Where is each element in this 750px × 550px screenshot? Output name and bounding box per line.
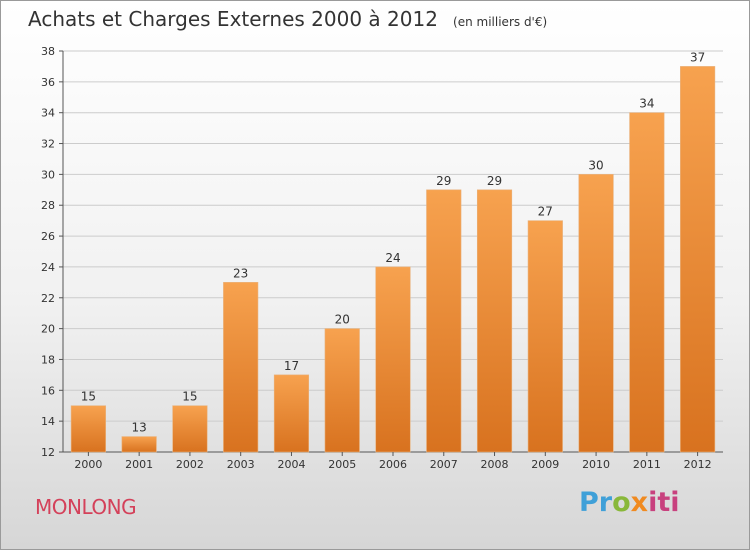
bar-2011 (629, 112, 665, 453)
data-label: 20 (335, 313, 350, 327)
x-tick-label: 2008 (481, 458, 509, 471)
y-tick-label: 30 (41, 168, 55, 181)
chart-title: Achats et Charges Externes 2000 à 2012 (… (28, 7, 547, 31)
y-tick-label: 18 (41, 353, 55, 366)
x-tick-label: 2001 (125, 458, 153, 471)
bar-2003 (223, 282, 259, 453)
y-tick-label: 24 (41, 261, 55, 274)
bar-2006 (375, 266, 411, 453)
x-tick-label: 2002 (176, 458, 204, 471)
x-tick-label: 2006 (379, 458, 407, 471)
data-label: 13 (132, 421, 147, 435)
data-label: 37 (690, 50, 705, 64)
x-tick-label: 2003 (227, 458, 255, 471)
x-tick-label: 2012 (684, 458, 712, 471)
x-tick-label: 2004 (277, 458, 305, 471)
data-label: 17 (284, 359, 299, 373)
data-label: 30 (588, 158, 603, 172)
bar-2001 (121, 436, 157, 453)
x-tick-label: 2010 (582, 458, 610, 471)
y-tick-label: 28 (41, 199, 55, 212)
bar-2000 (70, 405, 106, 453)
data-label: 15 (182, 390, 197, 404)
commune-name: MONLONG (35, 495, 137, 519)
data-label: 29 (487, 174, 502, 188)
y-tick-label: 26 (41, 230, 55, 243)
bar-2012 (680, 66, 716, 453)
chart-title-unit: (en milliers d'€) (453, 15, 548, 29)
bar-2008 (476, 189, 513, 453)
y-tick-label: 32 (41, 138, 55, 151)
y-tick-label: 12 (41, 446, 55, 459)
y-tick-label: 36 (41, 76, 55, 89)
y-tick-label: 34 (41, 107, 55, 120)
data-label: 29 (436, 174, 451, 188)
bar-2007 (426, 189, 462, 453)
y-tick-label: 16 (41, 384, 55, 397)
x-tick-label: 2011 (633, 458, 661, 471)
data-label: 23 (233, 266, 248, 280)
bar-2010 (578, 174, 614, 453)
y-tick-label: 22 (41, 292, 55, 305)
x-tick-label: 2009 (531, 458, 559, 471)
bar-2004 (273, 374, 310, 453)
data-label: 27 (538, 205, 553, 219)
proxiti-logo: Proxiti (579, 487, 680, 518)
data-label: 15 (81, 390, 96, 404)
y-tick-label: 14 (41, 415, 55, 428)
chart-title-main: Achats et Charges Externes 2000 à 2012 (28, 7, 438, 31)
bar-2002 (172, 405, 208, 453)
data-label: 34 (639, 97, 654, 111)
bar-2009 (527, 220, 563, 453)
x-tick-label: 2005 (328, 458, 356, 471)
bar-2005 (324, 328, 360, 453)
data-label: 24 (385, 251, 400, 265)
y-tick-label: 20 (41, 323, 55, 336)
x-tick-label: 2000 (74, 458, 102, 471)
y-tick-label: 38 (41, 45, 55, 58)
x-tick-label: 2007 (430, 458, 458, 471)
